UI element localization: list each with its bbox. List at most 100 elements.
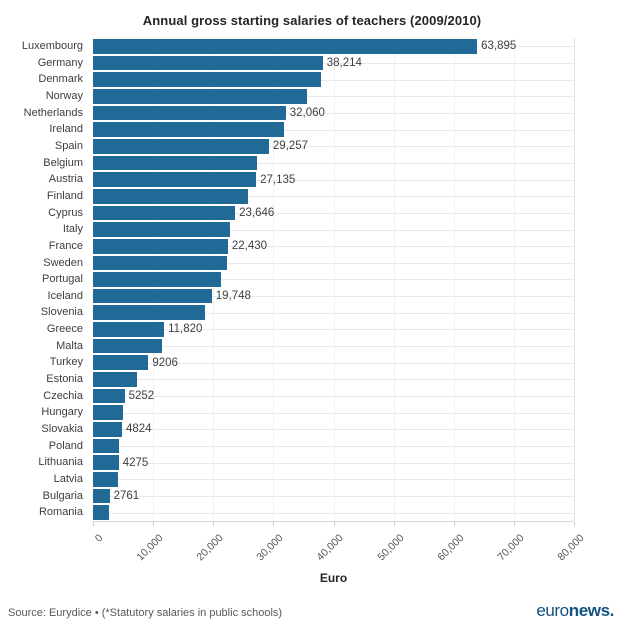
country-label: France: [48, 239, 83, 252]
x-tick-label: 0: [92, 532, 106, 545]
country-label: Romania: [38, 506, 83, 519]
x-axis-tick: [453, 522, 455, 526]
row-gridline: [93, 379, 574, 381]
bar-row: 22,430: [93, 238, 574, 255]
row-gridline: [93, 496, 574, 497]
x-tick-label: 70,000: [495, 532, 527, 564]
bar: [93, 205, 236, 221]
bar: [93, 505, 109, 520]
country-label: Italy: [62, 223, 83, 236]
bar-row: 5252: [93, 388, 574, 405]
bar: [93, 322, 165, 337]
row-gridline: [93, 446, 574, 448]
bar: [93, 338, 162, 354]
country-label: Belgium: [43, 156, 83, 169]
bar: [93, 122, 285, 137]
country-label: Austria: [48, 173, 83, 186]
x-tick-label: 20,000: [194, 532, 226, 564]
bar: [93, 272, 221, 287]
bar-value-label: 32,060: [289, 106, 325, 119]
x-axis-tick: [153, 522, 155, 526]
country-label: Turkey: [49, 356, 83, 369]
country-label: Lithuania: [38, 456, 83, 469]
bar-row: 23,646: [93, 205, 574, 222]
row-gridline: [93, 346, 574, 348]
bar: [93, 388, 125, 404]
x-axis-tick: [213, 522, 215, 526]
plot-area: 63,895 38,214 32,060 29,257 27,135 23,646 22,4…: [93, 38, 575, 526]
row-gridline: [93, 196, 574, 198]
bar: [93, 488, 110, 504]
bar-row: 2761: [93, 488, 574, 505]
bar: [93, 472, 119, 487]
bar-row: 63,895: [93, 38, 574, 55]
x-axis-tick: [333, 522, 335, 526]
x-tick-label: 60,000: [435, 532, 467, 564]
bar: [93, 455, 119, 471]
bar-value-label: 9206: [152, 356, 178, 369]
country-label: Poland: [48, 439, 83, 452]
country-label: Netherlands: [23, 106, 83, 119]
bar-value-label: 27,135: [260, 173, 296, 186]
bar: [93, 188, 249, 204]
bar: [93, 88, 308, 104]
bar: [93, 405, 124, 421]
bar-value-label: 11,820: [168, 323, 203, 336]
bar-row: [93, 504, 574, 521]
bar: [93, 305, 206, 321]
row-gridline: [93, 212, 574, 214]
x-tick-label: 40,000: [314, 532, 346, 564]
row-gridline: [93, 479, 574, 481]
chart-title: Annual gross starting salaries of teache…: [142, 13, 482, 28]
bar-row: 4275: [93, 454, 574, 471]
country-label: Iceland: [47, 289, 83, 302]
x-axis-line: [93, 521, 574, 522]
bar: [93, 222, 231, 237]
country-label: Estonia: [46, 373, 83, 386]
bar-row: 11,820: [93, 321, 574, 338]
country-label: Denmark: [38, 73, 83, 86]
x-axis-tick: [93, 522, 94, 526]
country-label: Slovenia: [40, 306, 83, 319]
country-label: Luxembourg: [21, 40, 83, 52]
row-gridline: [93, 179, 574, 181]
bar-row: 32,060: [93, 105, 574, 122]
row-gridline: [93, 262, 574, 264]
x-axis-tick: [513, 522, 515, 526]
bar-value-label: 29,257: [272, 140, 309, 153]
bar-row: [93, 255, 574, 272]
bar: [93, 422, 122, 437]
bar-row: [93, 155, 574, 172]
row-gridline: [93, 362, 574, 364]
row-gridline: [93, 412, 574, 414]
bar: [93, 155, 258, 171]
bar-row: [93, 471, 574, 488]
x-axis-tick: [273, 522, 275, 526]
row-gridline: [93, 112, 574, 114]
euronews-logo: euronews.: [536, 601, 614, 621]
row-gridline: [93, 396, 574, 398]
bar: [93, 105, 286, 121]
bar: [93, 438, 120, 454]
row-gridline: [93, 329, 574, 331]
bar-row: [93, 371, 574, 388]
x-tick-label: 80,000: [555, 532, 587, 564]
euronews-logo-news: news.: [568, 601, 615, 620]
x-axis-tick: [574, 522, 575, 526]
bar-value-label: 2761: [113, 490, 140, 502]
bar: [93, 39, 478, 54]
bar-row: [93, 121, 574, 138]
bar-row: [93, 271, 574, 288]
bar-value-label: 19,748: [215, 290, 251, 303]
bar-value-label: 22,430: [231, 240, 268, 253]
row-gridline: [93, 312, 574, 314]
bar-row: [93, 338, 574, 355]
x-axis-tick-labels: 0 10,000 20,000 30,000 40,000 50,000 60,000 70,…: [92, 527, 587, 569]
bar: [93, 72, 321, 87]
bar-row: [93, 404, 574, 421]
x-axis-tick: [393, 522, 395, 526]
x-axis-title: Euro: [319, 571, 348, 585]
x-tick-label: 10,000: [134, 532, 166, 564]
bar-row: [93, 88, 574, 105]
